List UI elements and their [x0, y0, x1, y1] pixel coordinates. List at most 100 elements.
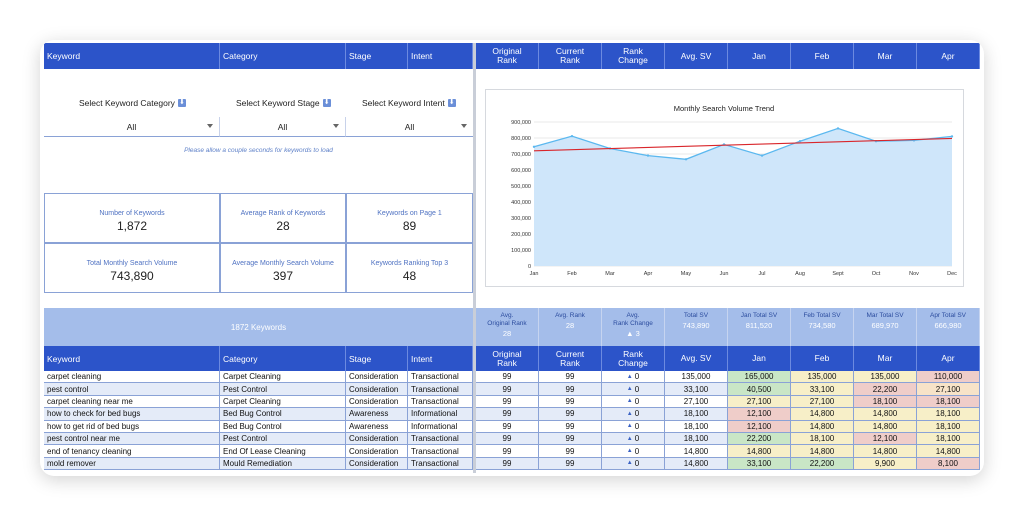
table-cell: Consideration	[346, 383, 408, 396]
table-cell-value: 14,800	[683, 458, 709, 468]
column-header[interactable]: Stage	[346, 43, 408, 69]
table-row[interactable]: pest control near me Pest Control Consider…	[44, 433, 473, 446]
table-cell: 14,800	[854, 445, 917, 458]
metric-label: Keywords Ranking Top 3	[370, 260, 449, 267]
table-cell: Transactional	[408, 433, 473, 446]
column-header[interactable]: Feb	[791, 346, 854, 371]
metric-value: 89	[402, 219, 417, 233]
summary-cell-label: Jan Total SV	[740, 312, 778, 319]
table-cell-value: 135,000	[870, 372, 900, 382]
table-cell-value: 12,100	[746, 421, 772, 431]
rank-change-value: 0	[634, 446, 640, 456]
intent-dropdown[interactable]: All	[346, 117, 473, 137]
table-cell: 18,100	[854, 395, 917, 409]
column-header[interactable]: Original Rank	[476, 346, 539, 371]
table-cell: 22,200	[728, 433, 791, 446]
column-header[interactable]: Stage	[346, 346, 408, 371]
table-cell: 9,900	[854, 457, 917, 471]
column-header[interactable]: Avg. SV	[665, 346, 728, 371]
table-row[interactable]: 99 99 ▲ 0 33,100 40,500 33,100 22,200 27,100	[476, 383, 980, 396]
table-cell: 33,100	[665, 383, 728, 396]
table-cell-value: 18,100	[683, 434, 709, 444]
table-cell-value: 22,200	[746, 434, 772, 444]
table-row[interactable]: carpet cleaning near me Carpet Cleaning Co…	[44, 395, 473, 409]
dashboard-card: Keyword Category Stage Intent Original Rank…	[40, 40, 984, 476]
data-point	[532, 145, 536, 148]
table-row[interactable]: carpet cleaning Carpet Cleaning Considerat…	[44, 371, 473, 384]
table-cell-value: 8,100	[937, 458, 959, 468]
metric-card: Average Monthly Search Volume 397	[220, 243, 346, 293]
column-header[interactable]: Keyword	[44, 346, 220, 371]
table-cell-value: 14,800	[809, 409, 835, 419]
table-row[interactable]: 99 99 ▲ 0 14,800 14,800 14,800 14,800 14,800	[476, 445, 980, 458]
table-cell: 99	[476, 383, 539, 396]
keyword-count: 1872 Keywords	[230, 323, 287, 332]
column-header[interactable]: Keyword	[44, 43, 220, 69]
rank-change-cell: ▲ 0	[602, 420, 665, 433]
table-cell: mold remover	[44, 457, 220, 471]
table-cell: 99	[476, 408, 539, 421]
table-cell: 99	[539, 371, 602, 384]
table-cell: 99	[539, 395, 602, 409]
table-row[interactable]: 99 99 ▲ 0 18,100 12,100 14,800 14,800 18,100	[476, 420, 980, 433]
table-row[interactable]: 99 99 ▲ 0 27,100 27,100 27,100 18,100 18,100	[476, 395, 980, 409]
table-row[interactable]: 99 99 ▲ 0 18,100 12,100 14,800 14,800 18,100	[476, 408, 980, 421]
table-cell: Transactional	[408, 457, 473, 471]
table-cell: 135,000	[854, 371, 917, 384]
table-cell: 14,800	[791, 420, 854, 433]
rank-change-value: 0	[634, 396, 640, 406]
column-header[interactable]: Intent	[408, 43, 473, 69]
table-cell-value: 18,100	[683, 409, 709, 419]
summary-cell-label: Avg. Original Rank	[487, 312, 527, 327]
table-cell: 135,000	[791, 371, 854, 384]
table-cell: Awareness	[346, 408, 408, 421]
up-triangle-icon: ▲	[626, 448, 633, 455]
summary-cell-value: 666,980	[934, 321, 962, 330]
summary-cell-label: Mar Total SV	[866, 312, 904, 319]
column-header[interactable]: Rank Change	[602, 43, 665, 69]
x-tick-label: Sept	[832, 271, 844, 277]
column-header[interactable]: Apr	[917, 346, 980, 371]
column-header[interactable]: Mar	[854, 346, 917, 371]
table-cell: Bed Bug Control	[220, 408, 346, 421]
table-cell: 99	[539, 383, 602, 396]
summary-cell-value: 28	[565, 321, 575, 330]
top-left-header: Keyword Category Stage Intent	[44, 43, 473, 69]
column-header[interactable]: Apr	[917, 43, 980, 69]
column-header[interactable]: Current Rank	[539, 43, 602, 69]
column-header[interactable]: Avg. SV	[665, 43, 728, 69]
table-row[interactable]: how to check for bed bugs Bed Bug Control…	[44, 408, 473, 421]
column-header[interactable]: Jan	[728, 346, 791, 371]
table-row[interactable]: pest control Pest Control Consideration Tra…	[44, 383, 473, 396]
table-cell: 14,800	[791, 408, 854, 421]
table-cell-value: 99	[502, 396, 512, 406]
column-header[interactable]: Feb	[791, 43, 854, 69]
y-tick-label: 800,000	[511, 136, 531, 142]
table-row[interactable]: end of tenancy cleaning End Of Lease Clea…	[44, 445, 473, 458]
stage-dropdown[interactable]: All	[220, 117, 346, 137]
x-tick-label: Dec	[947, 271, 957, 277]
category-dropdown[interactable]: All	[44, 117, 220, 137]
column-header[interactable]: Category	[220, 346, 346, 371]
table-row[interactable]: 99 99 ▲ 0 14,800 33,100 22,200 9,900 8,100	[476, 457, 980, 471]
column-header[interactable]: Original Rank	[476, 43, 539, 69]
column-header[interactable]: Category	[220, 43, 346, 69]
table-cell-value: 135,000	[681, 372, 711, 382]
table-cell-value: 18,100	[935, 421, 961, 431]
table-cell-value: 33,100	[809, 384, 835, 394]
table-cell-value: 27,100	[683, 396, 709, 406]
table-row[interactable]: 99 99 ▲ 0 135,000 165,000 135,000 135,000 110,00…	[476, 371, 980, 384]
search-volume-chart: Monthly Search Volume Trend 0 100,000 200,0…	[485, 89, 964, 287]
column-header[interactable]: Rank Change	[602, 346, 665, 371]
table-row[interactable]: how to get rid of bed bugs Bed Bug Contro…	[44, 420, 473, 433]
column-header[interactable]: Jan	[728, 43, 791, 69]
rank-change-value: 0	[634, 434, 640, 444]
x-tick-label: Aug	[795, 271, 805, 277]
table-cell-value: 99	[502, 421, 512, 431]
table-row[interactable]: 99 99 ▲ 0 18,100 22,200 18,100 12,100 18,100	[476, 433, 980, 446]
column-header[interactable]: Mar	[854, 43, 917, 69]
summary-cell: Avg. Rank Change ▲ 3	[602, 308, 665, 346]
column-header[interactable]: Intent	[408, 346, 473, 371]
table-row[interactable]: mold remover Mould Remediation Considerati…	[44, 457, 473, 471]
column-header[interactable]: Current Rank	[539, 346, 602, 371]
